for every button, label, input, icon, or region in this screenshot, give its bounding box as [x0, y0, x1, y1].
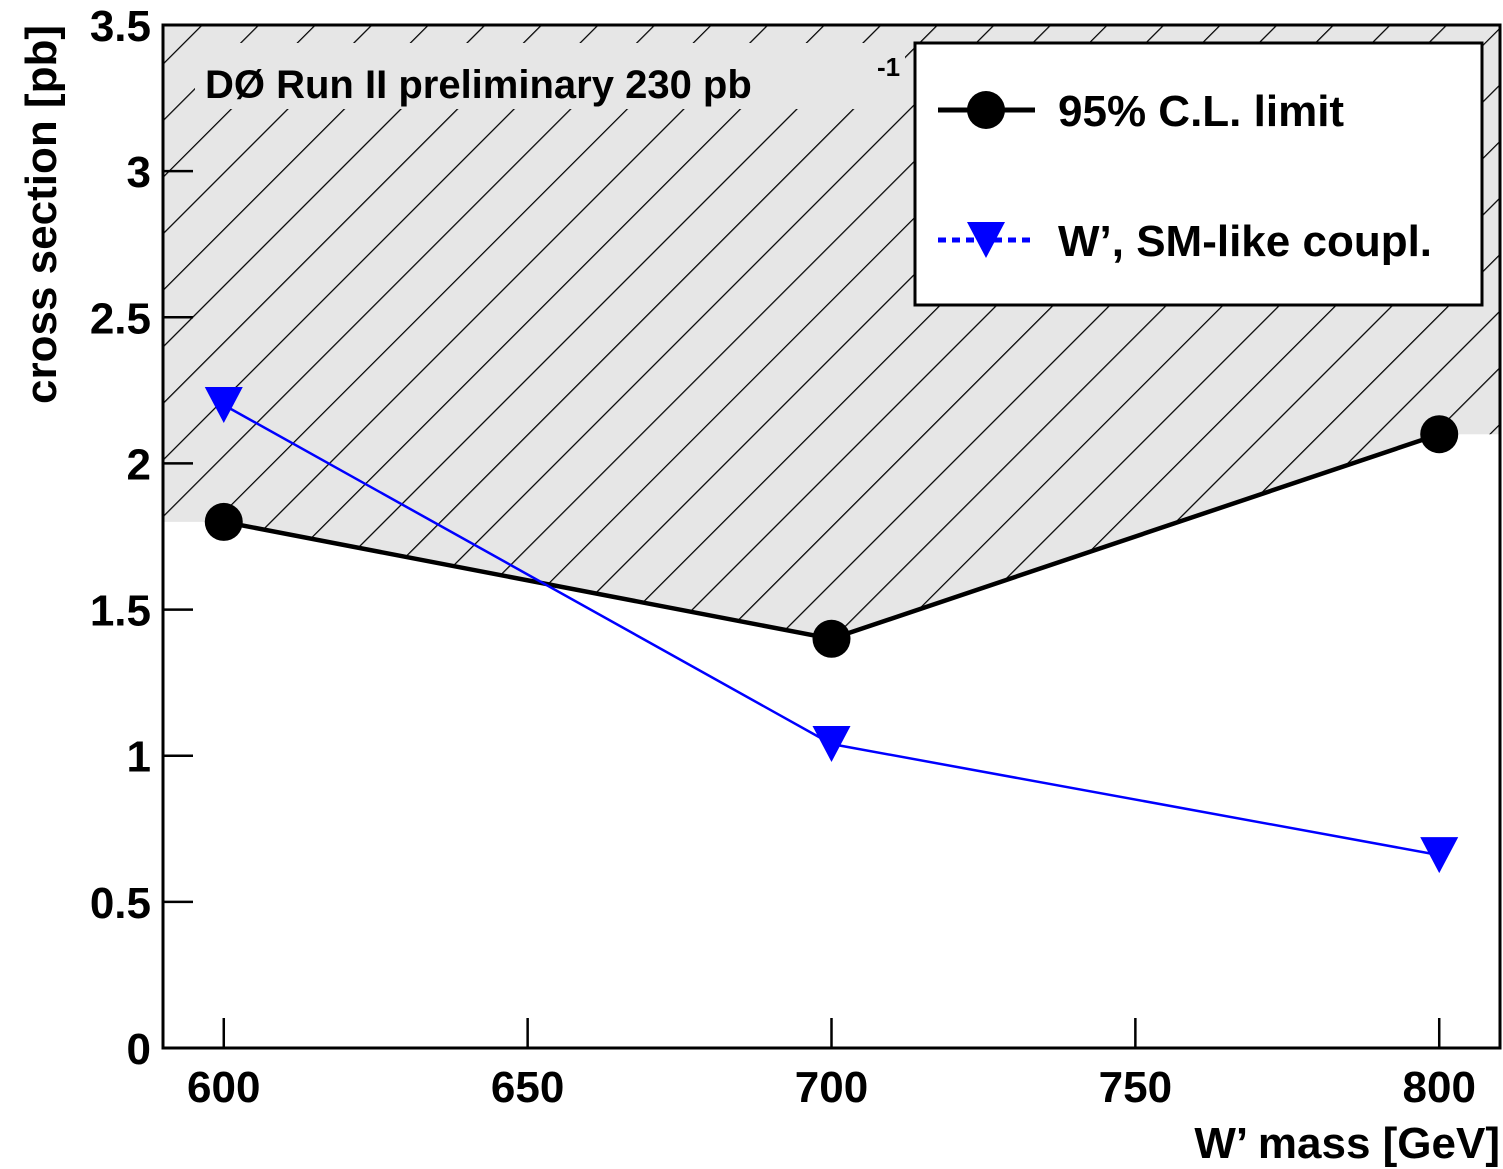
chart-title: DØ Run II preliminary 230 pb [205, 63, 752, 107]
x-tick-label: 750 [1099, 1063, 1172, 1112]
legend-box [913, 41, 1484, 307]
y-tick-label: 2.5 [90, 294, 151, 343]
y-axis-label: cross section [pb] [17, 25, 66, 404]
x-tick-label: 700 [795, 1063, 868, 1112]
y-tick-label: 0.5 [90, 879, 151, 928]
y-tick-label: 1 [127, 733, 151, 782]
marker [204, 502, 243, 541]
x-tick-label: 650 [491, 1063, 564, 1112]
marker [967, 222, 1005, 258]
x-axis-label: W’ mass [GeV] [1194, 1119, 1500, 1168]
legend-label: W’, SM-like coupl. [1058, 217, 1432, 266]
x-tick-label: 800 [1403, 1063, 1476, 1112]
legend: 95% C.L. limit W’, SM-like coupl. [938, 87, 1432, 266]
title-box [195, 43, 905, 109]
legend-label: 95% C.L. limit [1058, 87, 1344, 136]
y-tick-label: 3.5 [90, 2, 151, 51]
marker [812, 619, 851, 658]
marker [1420, 837, 1459, 874]
y-tick-label: 0 [127, 1025, 151, 1074]
marker [812, 726, 851, 763]
marker [967, 91, 1005, 129]
title-superscript: -1 [877, 52, 900, 82]
data-layer [204, 386, 1459, 874]
y-tick-label: 3 [127, 148, 151, 197]
x-tick-label: 600 [187, 1063, 260, 1112]
marker [1420, 415, 1459, 454]
y-tick-label: 1.5 [90, 587, 151, 636]
y-tick-label: 2 [127, 440, 151, 489]
marker [204, 386, 243, 423]
